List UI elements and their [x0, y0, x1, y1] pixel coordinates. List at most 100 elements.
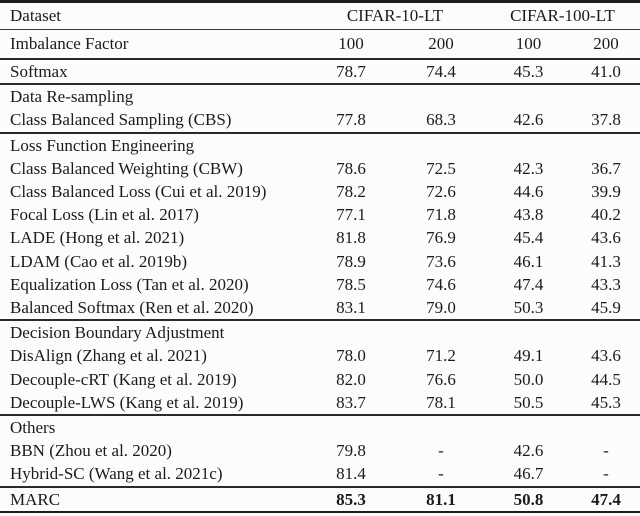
method-name-cell: Class Balanced Weighting (CBW)	[10, 158, 243, 178]
score-cell: 78.9	[336, 251, 366, 271]
score-cell: 77.8	[336, 110, 366, 130]
score-cell: 46.7	[513, 464, 544, 484]
score-cell: 43.6	[591, 228, 621, 248]
score-cell: 73.6	[426, 251, 456, 271]
score-cell: 50.5	[513, 392, 544, 412]
method-name-cell: MARC	[10, 489, 61, 509]
cifar-10-lt-header: CIFAR-10-LT	[346, 6, 444, 25]
method-name-cell: LADE (Hong et al. 2021)	[10, 228, 185, 248]
method-row: Balanced Softmax (Ren et al. 2020) 83.1 79…	[0, 296, 640, 321]
score-cell: -	[438, 464, 444, 484]
method-row: Softmax 78.7 74.4 45.3 41.0	[0, 59, 640, 85]
score-cell: 85.3	[336, 489, 366, 509]
method-row: Decouple-cRT (Kang et al. 2019) 82.0 76.6 5…	[0, 368, 640, 391]
section-title: Loss Function Engineering	[10, 135, 195, 155]
top-rule	[0, 0, 640, 3]
score-cell: 36.7	[591, 158, 621, 178]
score-cell: 78.6	[336, 158, 366, 178]
results-table-body: Softmax 78.7 74.4 45.3 41.0 Data Re-sampling C…	[0, 59, 640, 511]
bottom-rule	[0, 510, 640, 516]
score-cell: 46.1	[513, 251, 544, 271]
score-cell: 37.8	[591, 110, 621, 130]
method-row: Focal Loss (Lin et al. 2017) 77.1 71.8 43.8…	[0, 203, 640, 226]
section-title: Decision Boundary Adjustment	[10, 323, 225, 343]
score-cell: -	[603, 464, 609, 484]
score-cell: -	[438, 441, 444, 461]
method-name-cell: Balanced Softmax (Ren et al. 2020)	[10, 298, 254, 318]
method-name-cell: DisAlign (Zhang et al. 2021)	[10, 346, 207, 366]
method-row: DisAlign (Zhang et al. 2021) 78.0 71.2 49.1…	[0, 344, 640, 367]
score-cell: 68.3	[426, 110, 456, 130]
method-row: Class Balanced Loss (Cui et al. 2019) 78.…	[0, 180, 640, 203]
method-name-cell: Class Balanced Loss (Cui et al. 2019)	[10, 182, 267, 202]
method-name-cell: Focal Loss (Lin et al. 2017)	[10, 205, 199, 225]
imbalance-value: 100	[515, 34, 542, 53]
method-row: Class Balanced Weighting (CBW) 78.6 72.5 42…	[0, 157, 640, 180]
score-cell: 42.3	[513, 158, 544, 178]
score-cell: 76.6	[426, 369, 456, 389]
score-cell: 41.0	[591, 62, 621, 81]
score-cell: 81.1	[426, 489, 456, 509]
score-cell: 79.8	[336, 441, 366, 461]
score-cell: 42.6	[513, 110, 544, 130]
section-title: Data Re-sampling	[10, 87, 134, 107]
score-cell: 47.4	[513, 274, 544, 294]
score-cell: 44.5	[591, 369, 621, 389]
score-cell: 45.4	[513, 228, 544, 248]
score-cell: 49.1	[513, 346, 544, 366]
method-name-cell: Decouple-cRT (Kang et al. 2019)	[10, 369, 237, 389]
section-title-row: Others	[0, 415, 640, 439]
imbalance-value: 100	[338, 34, 364, 53]
score-cell: 79.0	[426, 298, 456, 318]
method-name-cell: Decouple-LWS (Kang et al. 2019)	[10, 392, 244, 412]
score-cell: 50.8	[513, 489, 544, 509]
score-cell: 45.9	[591, 298, 621, 318]
score-cell: 81.4	[336, 464, 366, 484]
table-header-row: Dataset CIFAR-10-LT CIFAR-100-LT	[0, 3, 640, 30]
score-cell: 45.3	[513, 62, 544, 81]
section-title-row: Data Re-sampling	[0, 84, 640, 108]
score-cell: 71.8	[426, 205, 456, 225]
dataset-column-header: Dataset	[10, 6, 61, 25]
score-cell: -	[603, 441, 609, 461]
cifar-100-lt-header: CIFAR-100-LT	[510, 6, 615, 25]
score-cell: 71.2	[426, 346, 456, 366]
method-row: Hybrid-SC (Wang et al. 2021c) 81.4 - 46.7 -	[0, 462, 640, 487]
method-name-cell: LDAM (Cao et al. 2019b)	[10, 251, 188, 271]
score-cell: 43.3	[591, 274, 621, 294]
method-row: LADE (Hong et al. 2021) 81.8 76.9 45.4 43.6	[0, 226, 640, 249]
score-cell: 74.4	[426, 62, 456, 81]
score-cell: 44.6	[513, 182, 544, 202]
method-name-cell: BBN (Zhou et al. 2020)	[10, 441, 172, 461]
results-table: Dataset CIFAR-10-LT CIFAR-100-LT Imbalan…	[0, 3, 640, 511]
score-cell: 40.2	[591, 205, 621, 225]
method-row: Class Balanced Sampling (CBS) 77.8 68.3 42.…	[0, 108, 640, 133]
score-cell: 78.1	[426, 392, 456, 412]
method-row: Decouple-LWS (Kang et al. 2019) 83.7 78.1 5…	[0, 391, 640, 416]
score-cell: 50.3	[513, 298, 544, 318]
score-cell: 45.3	[591, 392, 621, 412]
imbalance-factor-label: Imbalance Factor	[10, 34, 129, 53]
score-cell: 78.2	[336, 182, 366, 202]
imbalance-factor-row: Imbalance Factor 100 200 100 200	[0, 30, 640, 59]
score-cell: 41.3	[591, 251, 621, 271]
method-name-cell: Class Balanced Sampling (CBS)	[10, 110, 232, 130]
section-title-row: Decision Boundary Adjustment	[0, 320, 640, 344]
score-cell: 72.5	[426, 158, 456, 178]
method-row: MARC 85.3 81.1 50.8 47.4	[0, 487, 640, 511]
score-cell: 78.0	[336, 346, 366, 366]
score-cell: 42.6	[513, 441, 544, 461]
method-row: BBN (Zhou et al. 2020) 79.8 - 42.6 -	[0, 439, 640, 462]
method-name-cell: Hybrid-SC (Wang et al. 2021c)	[10, 464, 223, 484]
score-cell: 82.0	[336, 369, 366, 389]
score-cell: 76.9	[426, 228, 456, 248]
score-cell: 39.9	[591, 182, 621, 202]
score-cell: 83.1	[336, 298, 366, 318]
score-cell: 72.6	[426, 182, 456, 202]
section-title-row: Loss Function Engineering	[0, 133, 640, 157]
score-cell: 81.8	[336, 228, 366, 248]
score-cell: 43.6	[591, 346, 621, 366]
imbalance-value: 200	[593, 34, 619, 53]
section-title: Others	[10, 418, 56, 438]
